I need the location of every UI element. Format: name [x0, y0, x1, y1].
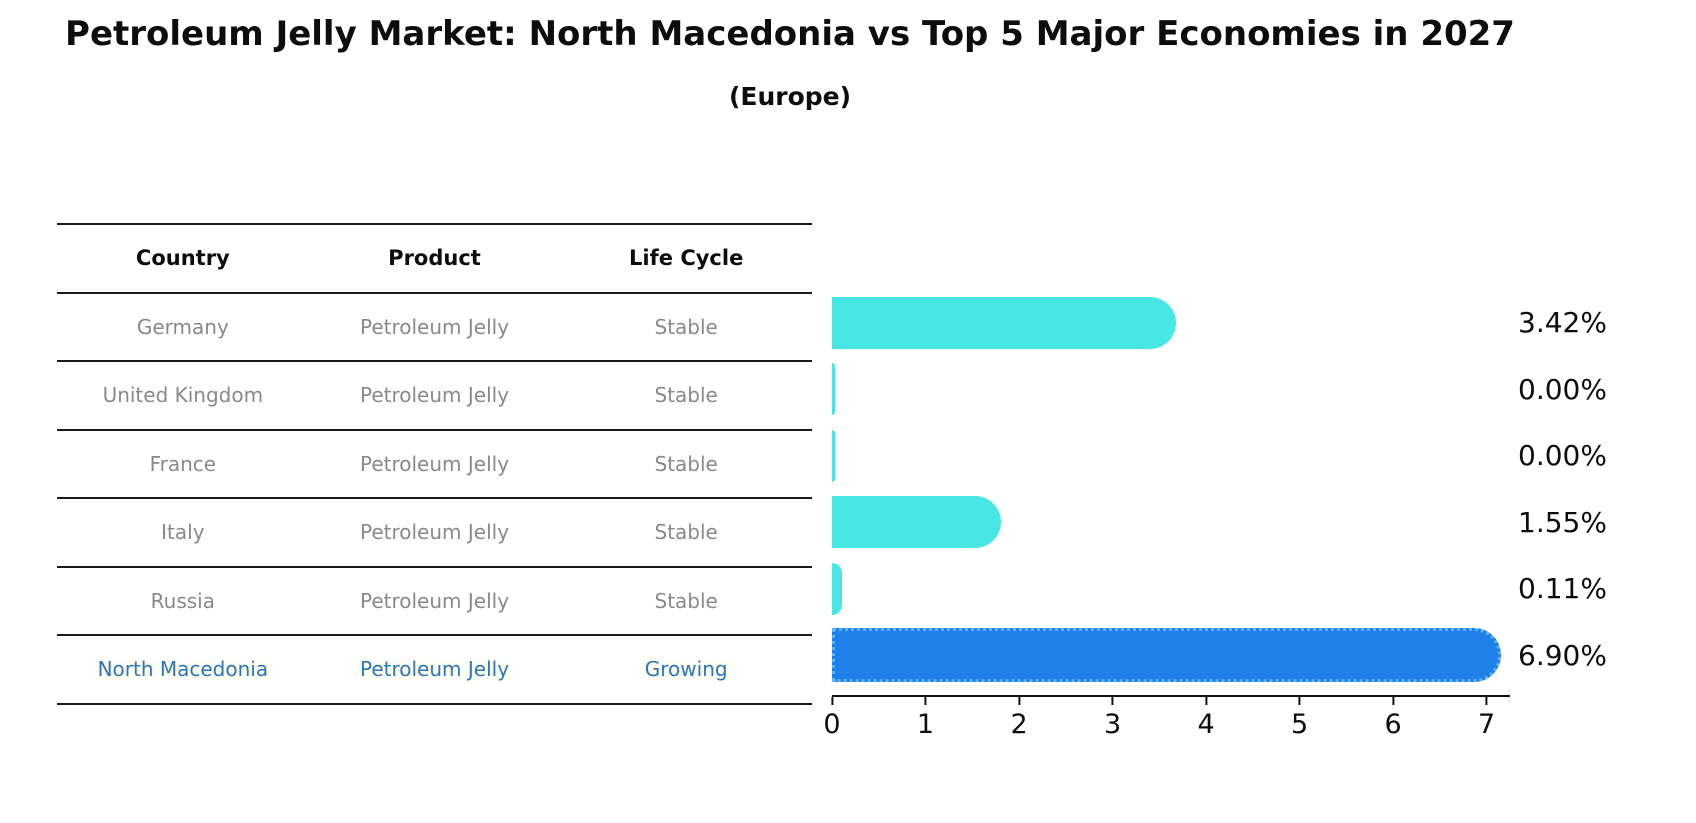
- cell-life-cycle: Stable: [654, 383, 718, 408]
- cell-life-cycle: Stable: [654, 520, 718, 545]
- x-axis: 0 1 2 3 4 5 6 7: [823, 695, 1510, 755]
- tick-label: 1: [916, 709, 935, 740]
- market-bar: [832, 296, 1176, 349]
- x-tick: 6: [1385, 697, 1402, 740]
- bar-row: 0.00%: [832, 423, 1607, 490]
- cell-product: Petroleum Jelly: [359, 520, 510, 545]
- cell-life-cycle: Stable: [654, 451, 718, 476]
- bar-row-highlighted: 6.90%: [832, 622, 1607, 689]
- tick-label: 6: [1384, 709, 1402, 740]
- table-row: Germany Petroleum Jelly Stable: [57, 291, 812, 361]
- tick-mark: [1298, 697, 1301, 705]
- cell-life-cycle: Stable: [654, 314, 718, 339]
- tick-mark: [1392, 697, 1395, 705]
- cell-country: France: [149, 451, 217, 476]
- x-tick: 1: [917, 697, 934, 740]
- header-cell-product: Product: [388, 246, 481, 271]
- cell-country: Germany: [136, 314, 229, 339]
- tick-mark: [924, 697, 927, 705]
- cell-product: Petroleum Jelly: [359, 657, 510, 682]
- chart-title: Petroleum Jelly Market: North Macedonia …: [65, 14, 1515, 54]
- tick-mark: [1205, 697, 1208, 705]
- tick-label: 5: [1290, 709, 1309, 740]
- bar-row: 3.42%: [832, 290, 1607, 357]
- value-label: 1.55%: [1518, 505, 1607, 539]
- value-label: 3.42%: [1518, 306, 1607, 340]
- tick-label: 3: [1103, 709, 1122, 740]
- bar-row: 0.00%: [832, 356, 1607, 423]
- x-tick: 0: [823, 697, 841, 740]
- value-label: 0.11%: [1518, 572, 1607, 606]
- header-cell-country: Country: [135, 246, 230, 271]
- market-bar: [832, 628, 1502, 683]
- tick-label: 7: [1478, 709, 1496, 740]
- x-tick: 3: [1104, 697, 1121, 740]
- chart-subtitle: (Europe): [728, 82, 852, 111]
- market-bar: [832, 562, 843, 615]
- tick-mark: [1485, 697, 1488, 705]
- x-tick: 7: [1478, 697, 1495, 740]
- comparison-table: Country Product Life Cycle Germany Petro…: [57, 223, 812, 705]
- cell-product: Petroleum Jelly: [359, 451, 510, 476]
- bar-plot-area: 3.42% 0.00% 0.00% 1.55% 0.11% 6.90%: [832, 290, 1607, 689]
- tick-mark: [1018, 697, 1021, 705]
- table-row-highlighted: North Macedonia Petroleum Jelly Growing: [57, 634, 812, 703]
- table-header-row: Country Product Life Cycle: [57, 223, 812, 292]
- market-bar: [832, 429, 835, 482]
- tick-label: 2: [1010, 709, 1028, 740]
- cell-life-cycle: Growing: [644, 657, 728, 682]
- value-label: 6.90%: [1518, 638, 1607, 672]
- cell-country: United Kingdom: [102, 383, 264, 408]
- x-tick: 2: [1010, 697, 1028, 740]
- value-label: 0.00%: [1518, 439, 1607, 473]
- tick-mark: [1111, 697, 1114, 705]
- value-label: 0.00%: [1518, 372, 1607, 406]
- table-row: Italy Petroleum Jelly Stable: [57, 497, 812, 566]
- x-axis-line: [832, 695, 1510, 697]
- cell-country: Italy: [161, 520, 205, 545]
- x-tick: 4: [1197, 697, 1215, 740]
- header-cell-life-cycle: Life Cycle: [629, 246, 744, 271]
- x-tick: 5: [1291, 697, 1308, 740]
- cell-product: Petroleum Jelly: [359, 588, 510, 613]
- cell-product: Petroleum Jelly: [359, 383, 510, 408]
- market-bar: [832, 363, 835, 416]
- tick-label: 0: [823, 709, 841, 740]
- cell-country: Russia: [150, 588, 215, 613]
- cell-life-cycle: Stable: [654, 588, 718, 613]
- table-row: France Petroleum Jelly Stable: [57, 428, 812, 498]
- market-bar: [832, 496, 1001, 549]
- cell-product: Petroleum Jelly: [359, 314, 510, 339]
- bar-row: 0.11%: [832, 556, 1607, 623]
- tick-label: 4: [1197, 709, 1215, 740]
- bar-row: 1.55%: [832, 489, 1607, 556]
- cell-country: North Macedonia: [97, 657, 269, 682]
- tick-mark: [831, 697, 833, 705]
- table-row: Russia Petroleum Jelly Stable: [57, 565, 812, 635]
- table-row: United Kingdom Petroleum Jelly Stable: [57, 360, 812, 429]
